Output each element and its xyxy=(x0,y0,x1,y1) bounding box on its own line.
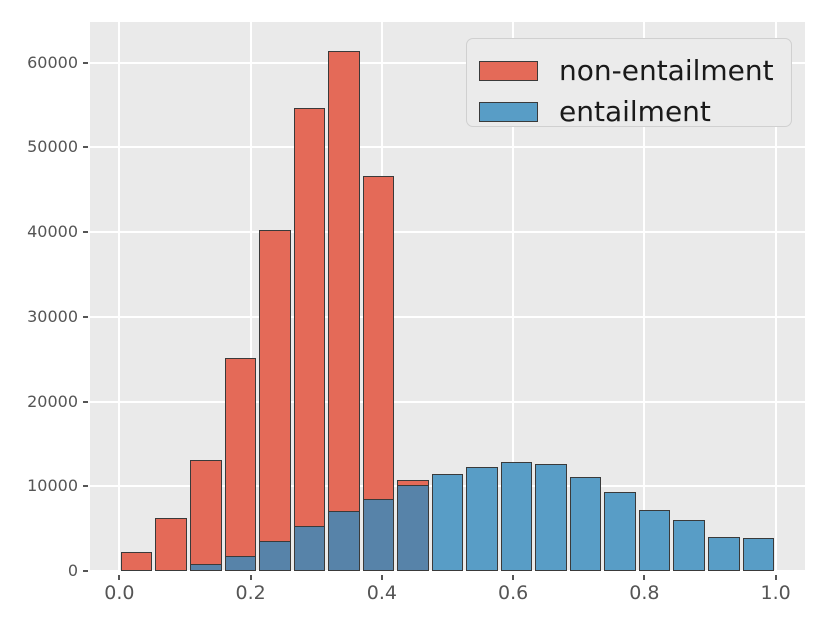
gridline-x-0.2 xyxy=(249,22,252,571)
bar-non-entailment-0 xyxy=(120,551,153,571)
bar-non-entailment-6 xyxy=(328,50,360,571)
bar-entailment-16 xyxy=(673,520,706,571)
y-tick-label-60000: 60000 xyxy=(27,52,78,72)
bar-entailment-12 xyxy=(535,464,567,571)
bar-entailment-8 xyxy=(397,485,429,571)
x-tick-label-0.8: 0.8 xyxy=(629,582,660,604)
bar-non-entailment-2 xyxy=(189,460,222,571)
bar-entailment-14 xyxy=(604,492,636,571)
bar-entailment-5 xyxy=(293,526,326,571)
bar-entailment-2 xyxy=(189,564,222,571)
legend-swatch-entailment xyxy=(479,101,538,122)
x-tick-mark-0.2 xyxy=(249,575,252,580)
gridline-y-20000 xyxy=(90,400,805,403)
y-tick-label-30000: 30000 xyxy=(27,306,78,326)
y-tick-mark-30000 xyxy=(83,315,88,318)
plot-area: non-entailment entailment xyxy=(90,22,805,572)
x-tick-mark-0.0 xyxy=(118,575,121,580)
bar-entailment-15 xyxy=(638,510,671,571)
gridline-y-50000 xyxy=(90,146,805,149)
gridline-y-30000 xyxy=(90,315,805,318)
legend-item-non-entailment: non-entailment xyxy=(479,50,791,91)
y-tick-mark-0 xyxy=(83,570,88,572)
legend-label-non-entailment: non-entailment xyxy=(559,53,774,87)
x-tick-label-1.0: 1.0 xyxy=(760,582,791,604)
y-tick-mark-10000 xyxy=(83,485,88,488)
gridline-x-0.8 xyxy=(643,22,646,571)
x-tick-mark-0.6 xyxy=(512,575,515,580)
y-tick-mark-40000 xyxy=(83,231,88,234)
x-tick-label-0.4: 0.4 xyxy=(366,582,397,604)
y-tick-label-50000: 50000 xyxy=(27,137,78,157)
x-tick-label-0.6: 0.6 xyxy=(498,582,529,604)
gridline-y-60000 xyxy=(90,61,805,64)
legend-item-entailment: entailment xyxy=(479,91,791,132)
y-tick-mark-20000 xyxy=(83,400,88,403)
bar-entailment-7 xyxy=(362,498,395,571)
gridline-y-0 xyxy=(90,570,805,572)
y-tick-label-20000: 20000 xyxy=(27,391,78,411)
bar-entailment-9 xyxy=(431,473,464,571)
bar-entailment-17 xyxy=(708,537,740,571)
bar-entailment-18 xyxy=(742,537,775,571)
bar-entailment-11 xyxy=(500,461,533,571)
bar-non-entailment-5 xyxy=(293,107,326,571)
y-tick-label-0: 0 xyxy=(67,561,78,580)
bar-non-entailment-3 xyxy=(224,358,257,571)
bar-non-entailment-4 xyxy=(259,229,291,571)
x-tick-mark-0.4 xyxy=(380,575,383,580)
bar-entailment-3 xyxy=(224,555,257,571)
bar-entailment-6 xyxy=(328,510,360,571)
gridline-x-1.0 xyxy=(774,22,777,571)
y-tick-mark-60000 xyxy=(83,61,88,64)
gridline-x-0.6 xyxy=(512,22,515,571)
x-tick-mark-0.8 xyxy=(643,575,646,580)
gridline-y-40000 xyxy=(90,231,805,234)
bar-entailment-10 xyxy=(466,466,498,571)
gridline-x-0.0 xyxy=(118,22,121,571)
bar-entailment-13 xyxy=(569,476,602,571)
bar-entailment-4 xyxy=(259,541,291,571)
legend: non-entailment entailment xyxy=(466,38,792,127)
y-tick-mark-50000 xyxy=(83,146,88,149)
legend-label-entailment: entailment xyxy=(559,94,711,128)
legend-swatch-non-entailment xyxy=(479,60,538,81)
x-tick-mark-1.0 xyxy=(774,575,777,580)
y-tick-label-10000: 10000 xyxy=(27,476,78,496)
x-tick-label-0.0: 0.0 xyxy=(104,582,135,604)
x-tick-label-0.2: 0.2 xyxy=(235,582,266,604)
bar-non-entailment-1 xyxy=(155,518,187,571)
y-tick-label-40000: 40000 xyxy=(27,222,78,242)
